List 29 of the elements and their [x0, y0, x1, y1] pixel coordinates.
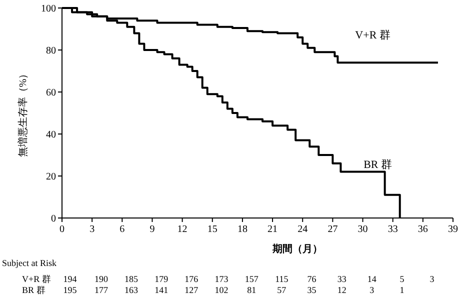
y-tick-label: 80 [46, 46, 56, 56]
text: 195 177 163 141 127 102 81 57 35 12 3 1 [63, 285, 404, 295]
x-tick-label: 18 [237, 224, 248, 235]
y-tick-label: 60 [46, 88, 56, 98]
series-label: BR 群 [364, 159, 392, 171]
text: V+R 群 [22, 274, 51, 284]
x-tick-label: 27 [328, 224, 338, 235]
text: BR 群 [22, 285, 46, 295]
x-tick-label: 3 [90, 224, 95, 235]
series-label: V+R 群 [355, 30, 390, 42]
x-tick-label: 24 [298, 224, 308, 235]
y-axis-title: 無増悪生存率（%） [17, 68, 29, 158]
x-tick-label: 36 [418, 224, 428, 235]
x-tick-label: 9 [150, 224, 155, 235]
text: 194 190 185 179 176 173 157 115 76 33 14 5 3 [63, 274, 434, 284]
x-axis-title: 期間（月） [272, 243, 322, 255]
x-tick-label: 15 [207, 224, 218, 235]
y-tick-label: 40 [46, 130, 56, 140]
x-tick-label: 6 [120, 224, 125, 235]
text: Subject at Risk [2, 258, 57, 268]
x-tick-label: 21 [268, 224, 278, 235]
x-tick-label: 0 [60, 224, 64, 235]
x-tick-label: 33 [388, 224, 398, 235]
y-tick-label: 20 [46, 172, 56, 182]
x-tick-label: 30 [358, 224, 368, 235]
y-tick-label: 0 [51, 214, 56, 224]
y-tick-label: 100 [41, 4, 56, 14]
x-tick-label: 39 [448, 224, 458, 235]
x-tick-label: 12 [177, 224, 188, 235]
